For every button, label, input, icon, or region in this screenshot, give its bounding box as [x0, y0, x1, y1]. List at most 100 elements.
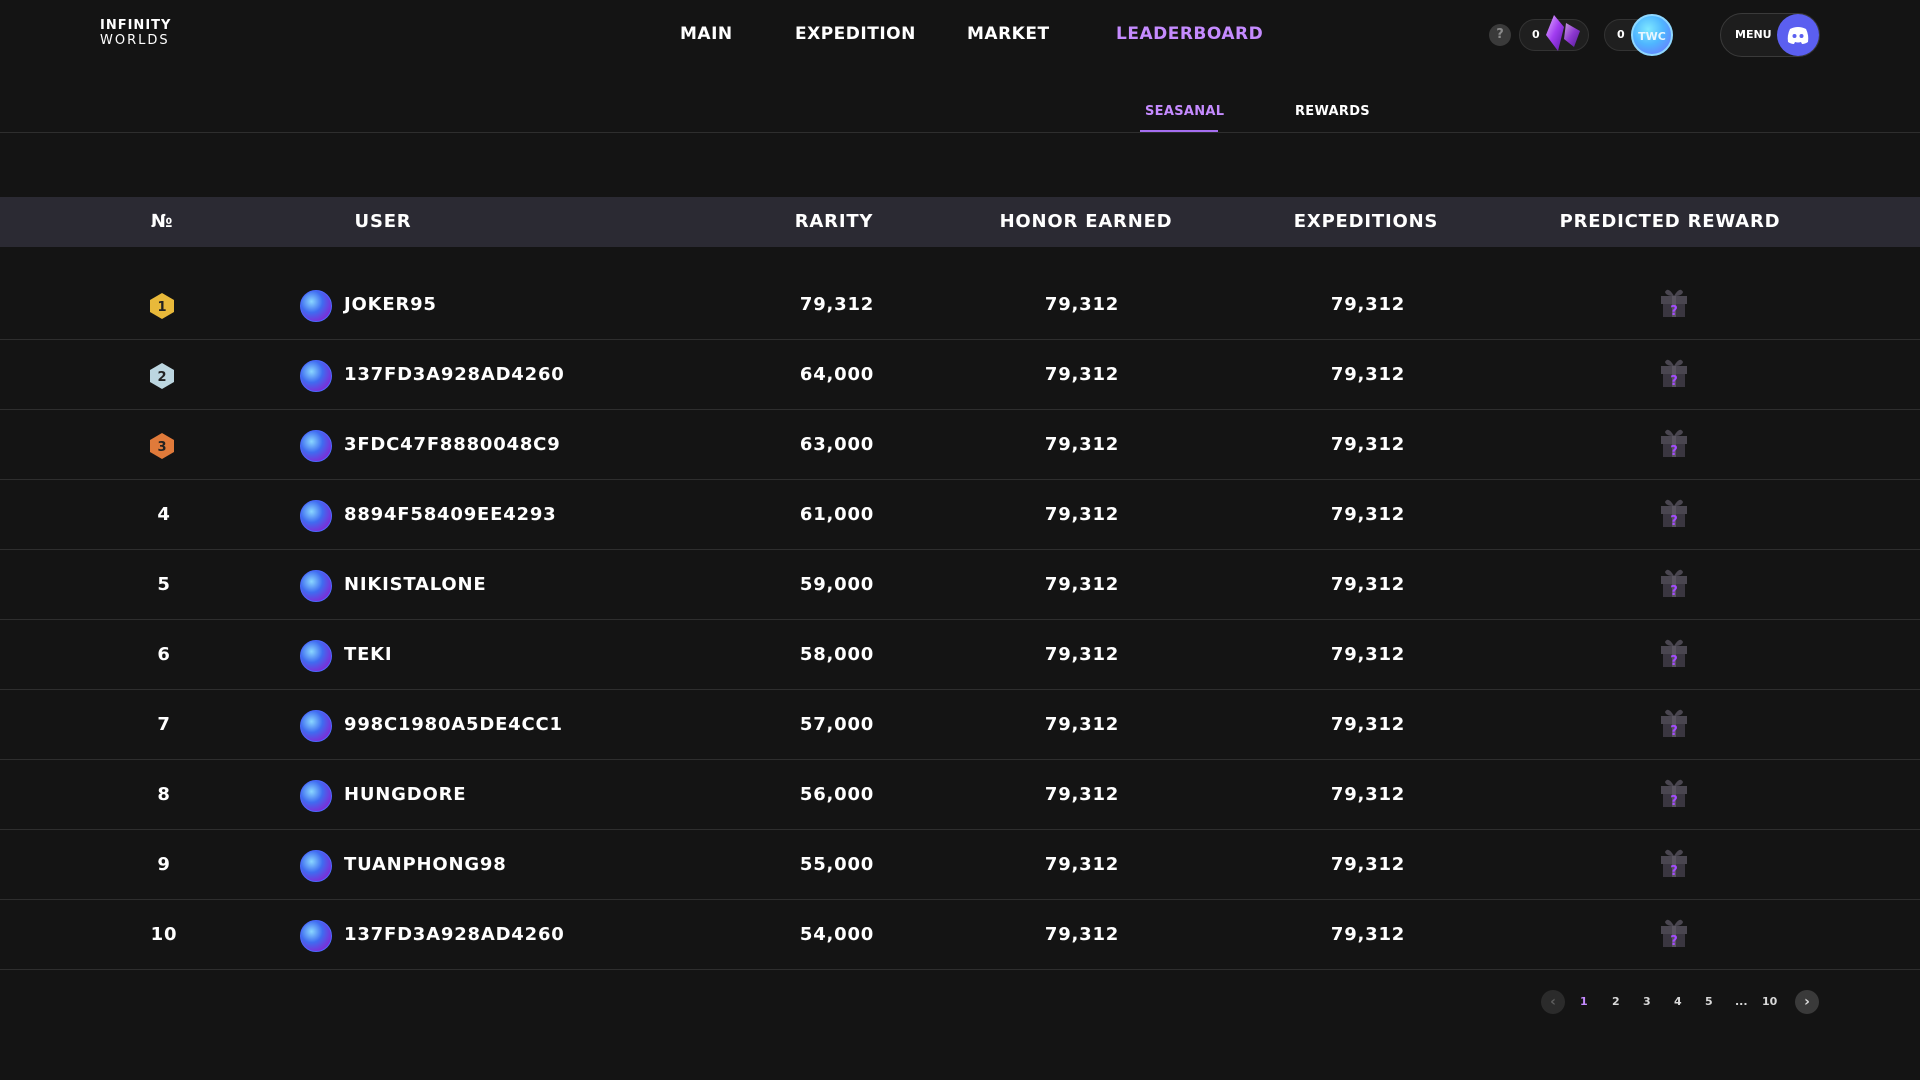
svg-text:?: ? — [1670, 304, 1678, 318]
gift-box-icon[interactable]: ? — [1658, 844, 1690, 878]
brand-logo[interactable]: INFINITY WORLDS — [100, 18, 196, 48]
user-name[interactable]: 8894F58409EE4293 — [344, 504, 557, 525]
pagination: ‹ 1 2 3 4 5 ... 10 › — [0, 990, 1920, 1016]
rank-number: 10 — [150, 924, 178, 945]
nav-main[interactable]: MAIN — [680, 24, 733, 44]
help-icon[interactable]: ? — [1489, 24, 1511, 46]
rarity-value: 59,000 — [799, 574, 875, 595]
table-row[interactable]: 1 JOKER95 79,312 79,312 79,312? — [0, 270, 1920, 340]
user-name[interactable]: NIKISTALONE — [344, 574, 487, 595]
table-row[interactable]: 10 137FD3A928AD4260 54,000 79,312 79,312? — [0, 900, 1920, 970]
svg-text:?: ? — [1670, 864, 1678, 878]
table-row[interactable]: 3 3FDC47F8880048C9 63,000 79,312 79,312? — [0, 410, 1920, 480]
rank-number: 6 — [157, 644, 171, 665]
user-name[interactable]: JOKER95 — [344, 294, 437, 315]
user-name[interactable]: 137FD3A928AD4260 — [344, 364, 565, 385]
table-row[interactable]: 4 8894F58409EE4293 61,000 79,312 79,312? — [0, 480, 1920, 550]
table-row[interactable]: 5 NIKISTALONE 59,000 79,312 79,312? — [0, 550, 1920, 620]
crystal-icon — [1546, 15, 1580, 51]
expeditions-value: 79,312 — [1330, 924, 1406, 945]
user-name[interactable]: TEKI — [344, 644, 393, 665]
gift-box-icon[interactable]: ? — [1658, 634, 1690, 668]
tab-rewards[interactable]: REWARDS — [1295, 104, 1370, 119]
gift-box-icon[interactable]: ? — [1658, 564, 1690, 598]
expeditions-value: 79,312 — [1330, 784, 1406, 805]
rank-badge: 3 — [150, 433, 174, 459]
rarity-value: 58,000 — [799, 644, 875, 665]
user-name[interactable]: TUANPHONG98 — [344, 854, 507, 875]
table-row[interactable]: 6 TEKI 58,000 79,312 79,312? — [0, 620, 1920, 690]
twc-coin-icon: TWC — [1631, 14, 1673, 56]
honor-value: 79,312 — [1044, 784, 1120, 805]
gift-box-icon[interactable]: ? — [1658, 774, 1690, 808]
svg-text:?: ? — [1670, 584, 1678, 598]
user-avatar — [300, 360, 332, 392]
table-row[interactable]: 8 HUNGDORE 56,000 79,312 79,312? — [0, 760, 1920, 830]
gift-box-icon[interactable]: ? — [1658, 424, 1690, 458]
table-row[interactable]: 2 137FD3A928AD4260 64,000 79,312 79,312? — [0, 340, 1920, 410]
honor-value: 79,312 — [1044, 434, 1120, 455]
gift-box-icon[interactable]: ? — [1658, 704, 1690, 738]
col-rarity: RARITY — [794, 211, 874, 232]
page-1[interactable]: 1 — [1580, 995, 1588, 1008]
gift-box-icon[interactable]: ? — [1658, 494, 1690, 528]
rank-badge: 2 — [150, 363, 174, 389]
page-3[interactable]: 3 — [1643, 995, 1651, 1008]
svg-text:?: ? — [1670, 794, 1678, 808]
user-avatar — [300, 430, 332, 462]
rarity-value: 63,000 — [799, 434, 875, 455]
gift-box-icon[interactable]: ? — [1658, 354, 1690, 388]
honor-value: 79,312 — [1044, 854, 1120, 875]
discord-icon[interactable] — [1777, 14, 1819, 56]
svg-text:?: ? — [1670, 724, 1678, 738]
nav-leaderboard[interactable]: LEADERBOARD — [1116, 24, 1264, 44]
user-name[interactable]: 137FD3A928AD4260 — [344, 924, 565, 945]
page-2[interactable]: 2 — [1612, 995, 1620, 1008]
tab-seasonal[interactable]: SEASANAL — [1145, 104, 1225, 119]
user-name[interactable]: HUNGDORE — [344, 784, 467, 805]
rank-number: 9 — [157, 854, 171, 875]
col-predicted-reward: PREDICTED REWARD — [1559, 211, 1781, 232]
user-avatar — [300, 920, 332, 952]
rank-number: 1 — [157, 300, 166, 315]
chevron-right-icon[interactable]: › — [1795, 990, 1819, 1014]
expeditions-value: 79,312 — [1330, 644, 1406, 665]
chevron-left-icon[interactable]: ‹ — [1541, 990, 1565, 1014]
expeditions-value: 79,312 — [1330, 504, 1406, 525]
user-avatar — [300, 290, 332, 322]
active-tab-indicator — [1140, 130, 1218, 132]
svg-text:?: ? — [1670, 514, 1678, 528]
user-avatar — [300, 850, 332, 882]
user-avatar — [300, 710, 332, 742]
gift-box-icon[interactable]: ? — [1658, 914, 1690, 948]
page-5[interactable]: 5 — [1705, 995, 1713, 1008]
user-name[interactable]: 998C1980A5DE4CC1 — [344, 714, 563, 735]
honor-value: 79,312 — [1044, 364, 1120, 385]
user-name[interactable]: 3FDC47F8880048C9 — [344, 434, 561, 455]
subtabs-divider — [0, 132, 1920, 133]
svg-text:?: ? — [1670, 934, 1678, 948]
page-4[interactable]: 4 — [1674, 995, 1682, 1008]
table-row[interactable]: 7 998C1980A5DE4CC1 57,000 79,312 79,312? — [0, 690, 1920, 760]
rank-badge: 1 — [150, 293, 174, 319]
nav-market[interactable]: MARKET — [967, 24, 1050, 44]
table-row[interactable]: 9 TUANPHONG98 55,000 79,312 79,312? — [0, 830, 1920, 900]
user-avatar — [300, 780, 332, 812]
page-10[interactable]: 10 — [1762, 995, 1778, 1008]
top-bar: INFINITY WORLDS MAIN EXPEDITION MARKET L… — [0, 0, 1920, 72]
svg-text:?: ? — [1670, 444, 1678, 458]
brand-line-1: INFINITY — [100, 18, 172, 33]
rank-number: 7 — [157, 714, 171, 735]
user-avatar — [300, 500, 332, 532]
rarity-value: 64,000 — [799, 364, 875, 385]
menu-button[interactable]: MENU — [1720, 13, 1820, 57]
gift-box-icon[interactable]: ? — [1658, 284, 1690, 318]
user-avatar — [300, 570, 332, 602]
rank-number: 3 — [157, 440, 166, 455]
col-expeditions: EXPEDITIONS — [1293, 211, 1439, 232]
expeditions-value: 79,312 — [1330, 294, 1406, 315]
leaderboard-subtabs: SEASANAL REWARDS — [0, 104, 1920, 134]
crystal-count: 0 — [1532, 28, 1540, 41]
nav-expedition[interactable]: EXPEDITION — [795, 24, 916, 44]
expeditions-value: 79,312 — [1330, 574, 1406, 595]
